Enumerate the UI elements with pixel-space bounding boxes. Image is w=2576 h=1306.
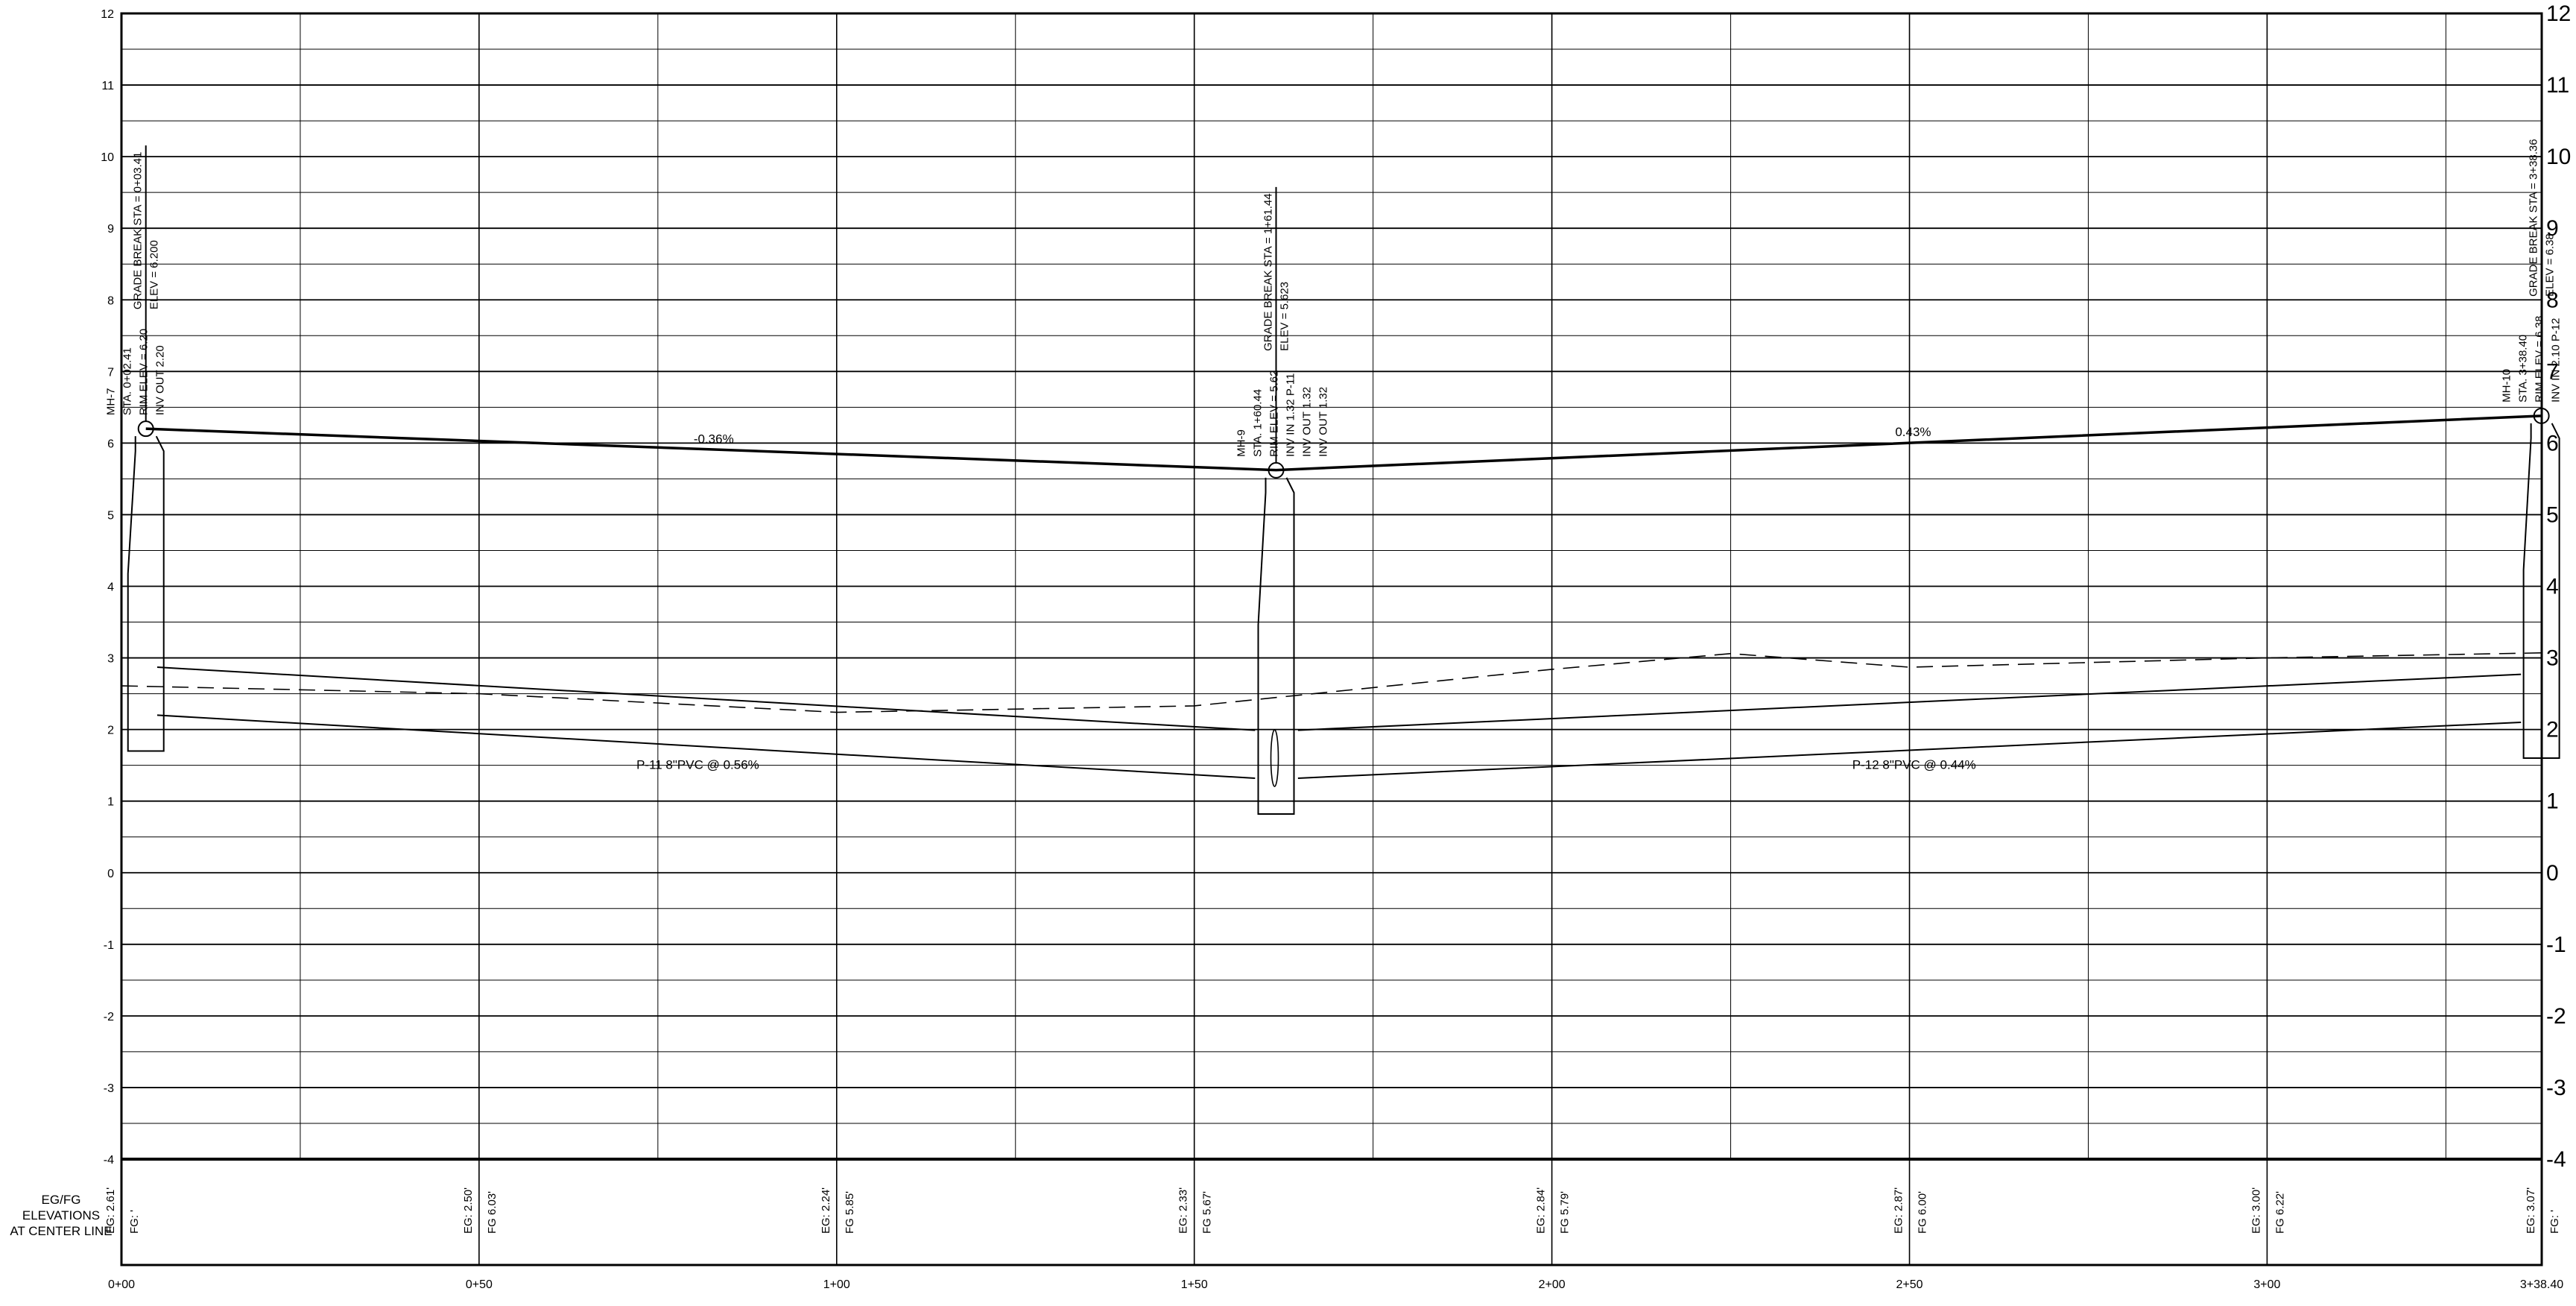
manhole-annotation: STA. 3+38.40 (2517, 335, 2530, 403)
elevation-label-left: -4 (104, 1154, 114, 1167)
manhole-annotation: INV OUT 1.32 (1317, 387, 1330, 457)
pipe-label-12: P-12 8"PVC @ 0.44% (1852, 757, 1976, 772)
elevation-label-left: 9 (107, 223, 114, 236)
grade-break-annotation: GRADE BREAK STA = 0+03.41 (132, 152, 145, 310)
station-label: 2+50 (1896, 1278, 1923, 1291)
pipe-section-oval (1271, 730, 1279, 786)
grade-break-annotation: GRADE BREAK STA = 1+61.44 (1262, 193, 1275, 351)
fg-elevation-label: FG: ' (128, 1210, 141, 1234)
eg-elevation-label: EG: 3.07' (2525, 1187, 2537, 1234)
manhole-annotation: RIM ELEV = 6.20 (138, 329, 151, 415)
grade-break-annotation: ELEV = 5.623 (1279, 282, 1291, 351)
elevation-label-right: 1 (2546, 789, 2559, 814)
elevation-label-left: 2 (107, 725, 114, 737)
elevation-label-left: 11 (101, 80, 114, 92)
elevation-label-left: 1 (107, 796, 114, 809)
elevation-label-left: 10 (101, 151, 114, 164)
elevation-label-left: 5 (107, 509, 114, 522)
pipe-crown-line (157, 667, 1255, 731)
elevation-label-left: 7 (107, 366, 114, 379)
profile-lines (121, 133, 2560, 814)
fg-elevation-label: FG 6.03' (486, 1191, 499, 1234)
elevation-label-left: 6 (107, 438, 114, 450)
grade-break-annotation: ELEV = 6.200 (148, 240, 161, 309)
eg-elevation-label: EG: 3.00' (2250, 1187, 2262, 1234)
elevation-label-left: 3 (107, 653, 114, 666)
manhole-structure (1259, 478, 1294, 814)
fg-elevation-label: FG 5.67' (1201, 1191, 1214, 1234)
elevation-label-right: -2 (2546, 1004, 2566, 1029)
elevation-label-right: 0 (2546, 861, 2559, 886)
eg-elevation-label: EG: 2.84' (1535, 1187, 1548, 1234)
manhole-annotation: STA. 0+02.41 (121, 347, 134, 415)
station-label: 1+50 (1181, 1278, 1208, 1291)
manhole-annotation: RIM ELEV = 5.62 (1268, 370, 1281, 457)
grade-slope-label: 0.43% (1895, 425, 1931, 439)
elevation-label-right: -4 (2546, 1147, 2566, 1172)
elevation-label-right: -1 (2546, 933, 2566, 957)
eg-elevation-label: EG: 2.87' (1893, 1187, 1905, 1234)
station-label: 0+50 (466, 1278, 493, 1291)
manhole-annotation: MH-9 (1235, 429, 1248, 457)
manhole-annotations-mh-9: MH-9 STA. 1+60.44 RIM ELEV = 5.62 INV IN 1.… (1235, 193, 1330, 456)
fg-elevation-label: FG: ' (2548, 1210, 2561, 1234)
centerline-heading: EG/FG (42, 1193, 81, 1207)
elevation-label-right: 3 (2546, 646, 2559, 671)
elevation-label-left: 12 (101, 8, 114, 21)
manhole-annotation: MH-7 (105, 388, 118, 415)
eg-elevation-label: EG: 2.50' (462, 1187, 475, 1234)
elevation-label-left: -3 (104, 1082, 114, 1095)
fg-elevation-label: FG 5.79' (1559, 1191, 1572, 1234)
station-label: 0+00 (108, 1278, 135, 1291)
elevation-label-right: -3 (2546, 1076, 2566, 1100)
pipe-label-11: P-11 8"PVC @ 0.56% (636, 757, 759, 772)
elevation-label-left: -2 (104, 1011, 114, 1023)
manhole-annotation: INV OUT 1.32 (1301, 387, 1314, 457)
elevation-label-right: 12 (2546, 1, 2571, 26)
manhole-structure (128, 436, 164, 751)
station-label: 1+00 (823, 1278, 850, 1291)
station-label: 3+00 (2253, 1278, 2280, 1291)
frame (121, 13, 2542, 1265)
grid (121, 13, 2542, 1265)
manhole-annotation: STA. 1+60.44 (1252, 389, 1265, 457)
elevation-label-right: 5 (2546, 502, 2559, 527)
centerline-heading: AT CENTER LINE (10, 1224, 112, 1238)
elevation-label-left: 0 (107, 868, 114, 880)
grade-break-annotation: GRADE BREAK STA = 3+38.36 (2528, 139, 2540, 297)
centerline-heading: ELEVATIONS (22, 1208, 100, 1223)
grade-break-annotation: ELEV = 6.38 (2544, 233, 2557, 297)
manhole-annotation: INV IN 1.32 P-11 (1285, 373, 1297, 457)
fg-elevation-label: FG 5.85' (844, 1191, 856, 1234)
existing-grade-line (121, 653, 2542, 713)
manhole-annotations-mh-7: MH-7 STA. 0+02.41 RIM ELEV = 6.20 INV OUT 2… (105, 152, 167, 415)
eg-elevation-label: EG: 2.61' (104, 1187, 117, 1234)
station-label: 2+00 (1539, 1278, 1566, 1291)
station-label: 3+38.40 (2520, 1278, 2563, 1291)
manhole-annotation: INV IN 2.10 P-12 (2550, 318, 2563, 402)
elevation-label-right: 6 (2546, 431, 2559, 455)
manhole-annotation: RIM ELEV = 6.38 (2534, 316, 2546, 403)
elevation-label-left: -1 (104, 939, 114, 952)
manhole-annotation: INV OUT 2.20 (154, 345, 167, 415)
elevation-label-right: 4 (2546, 575, 2559, 599)
manhole-annotations-mh-10: MH-10 STA. 3+38.40 RIM ELEV = 6.38 INV IN 2… (2501, 139, 2563, 403)
fg-elevation-label: FG 6.22' (2273, 1191, 2286, 1234)
manhole-annotation: MH-10 (2501, 369, 2513, 403)
eg-elevation-label: EG: 2.24' (820, 1187, 832, 1234)
eg-elevation-label: EG: 2.33' (1177, 1187, 1190, 1234)
elevation-label-left: 8 (107, 294, 114, 307)
elevation-label-right: 2 (2546, 718, 2559, 742)
elevation-label-left: 4 (107, 581, 114, 594)
elevation-label-right: 10 (2546, 145, 2571, 169)
fg-elevation-label: FG 6.00' (1917, 1191, 1929, 1234)
grade-slope-label: -0.36% (694, 432, 734, 446)
elevation-label-right: 11 (2546, 73, 2569, 98)
